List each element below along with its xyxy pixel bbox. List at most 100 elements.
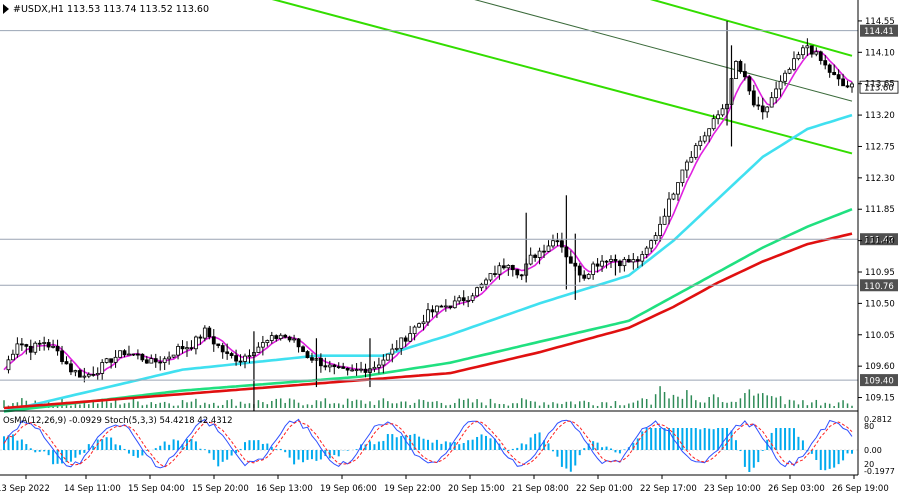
y-tick-label: 114.55 [865,17,895,27]
stoch-signal-line [3,420,853,468]
candle-body [510,265,515,271]
candle-body [760,105,765,113]
candle-body [720,108,725,116]
candle-body [475,287,479,297]
candle-body [747,76,752,92]
candle-body [381,359,386,366]
x-tick-label: 19 Sep 22:00 [384,484,441,494]
y-tick-label: 112.30 [865,174,895,184]
candle-body [711,118,716,130]
candle-body [127,353,131,356]
candle-body [662,215,667,225]
candle-body [310,357,314,361]
candle-body [287,336,292,341]
price-mark-label: 110.76 [864,282,894,292]
candle-body [211,336,216,345]
candle-body [702,135,707,142]
candle-body [403,337,408,342]
candle-body [479,283,484,289]
candle-body [671,193,676,200]
ma-cyan-line [3,113,853,413]
candle-body [122,350,127,356]
candle-body [64,361,69,365]
candle-body [292,338,297,341]
y-tick-label: 114.10 [865,48,895,58]
candle-body [515,269,520,276]
moving-average-lines [3,50,853,413]
candle-body [296,338,301,348]
x-tick-label: 19 Sep 06:00 [320,484,377,494]
candle-body [497,265,502,275]
candle-body [461,297,466,302]
candle-body [443,305,448,308]
candle-body [845,85,850,88]
y-tick-label: 113.20 [865,111,895,121]
candle-body [658,223,662,236]
candle-body [131,353,136,356]
current-price-label-box [859,80,899,94]
indicator-scale-label: 20 [864,460,874,469]
indicator-scale-label: 0.00 [864,446,882,455]
candle-body [162,358,167,363]
indicator-scale-label: 0.2812 [864,415,892,424]
candle-body [582,274,587,279]
candle-body [430,309,435,313]
candle-body [408,333,413,342]
candle-body [283,334,288,338]
candle-body [684,161,689,171]
candle-body [693,145,698,158]
candle-body [426,309,430,323]
candle-body [493,273,497,275]
candle-body [809,45,814,55]
candle-body [100,362,105,374]
candle-body [457,297,462,302]
candle-body [238,360,243,363]
candle-body [153,358,158,363]
candle-body [546,245,551,252]
candle-body [82,375,87,378]
candle-body [158,361,163,364]
candle-body [46,342,51,348]
candle-body [533,254,538,258]
candle-body [801,47,805,56]
candle-body [542,250,546,253]
candle-body [332,364,337,368]
candle-body [488,273,493,281]
candle-body [769,97,774,108]
candle-body [247,355,252,358]
candle-body [69,363,73,373]
candle-body [448,305,453,309]
x-tick-label: 21 Sep 08:00 [512,484,569,494]
candle-body [783,72,787,82]
candle-body [577,265,582,276]
candle-body [841,78,845,87]
x-tick-label: 22 Sep 17:00 [640,484,697,494]
candle-body [24,344,29,347]
indicator-header: OsMA(12,26,9) -0.0929 Stoch(5,3,3) 54.42… [3,416,233,426]
candle-body [765,106,770,113]
candle-body [832,71,837,76]
channel-center-line [474,0,853,102]
candle-body [823,60,828,66]
candle-body [528,254,533,265]
candle-body [318,357,323,367]
candle-body [359,368,363,371]
price-mark-label-box [860,374,898,387]
candle-body [278,334,283,339]
candle-body [417,323,421,328]
candle-body [86,373,91,377]
candle-body [707,128,712,137]
x-tick-label: 15 Sep 04:00 [128,484,185,494]
candle-body [680,169,685,184]
ma-green-line [3,207,853,413]
price-mark-label: 109.40 [864,377,894,387]
candle-body [635,259,640,262]
candle-body [466,299,471,302]
candle-body [207,327,212,338]
price-mark-label: 111.42 [864,236,894,246]
candle-body [551,240,555,247]
candle-body [55,345,60,352]
